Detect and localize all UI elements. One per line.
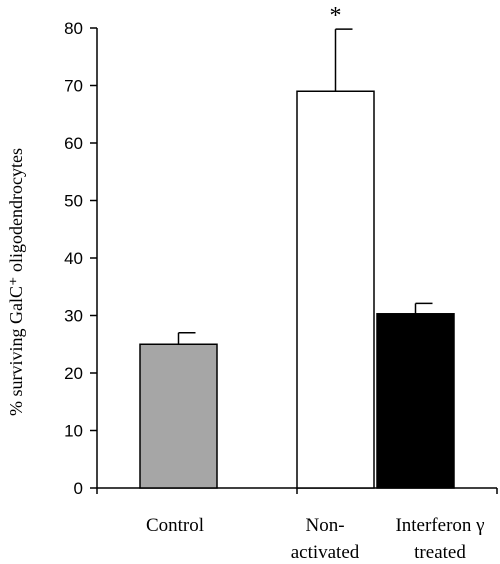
bar [139, 343, 218, 489]
annotations: * [330, 3, 342, 29]
bar [296, 90, 375, 489]
y-tick-label: 50 [64, 192, 83, 211]
category-label: Interferon γ [395, 515, 484, 536]
y-tick-label: 80 [64, 19, 83, 38]
significance-marker: * [330, 3, 342, 29]
category-label: Control [146, 515, 204, 536]
y-tick-label: 30 [64, 307, 83, 326]
error-bars [177, 28, 433, 345]
bars [139, 90, 455, 489]
y-tick-label: 70 [64, 77, 83, 96]
y-axis-label: % surviving GalC⁺ oligodendrocytes [6, 148, 26, 416]
category-label: activated [291, 542, 360, 563]
category-label: Non- [305, 515, 344, 536]
y-tick-label: 40 [64, 249, 83, 268]
bar [376, 313, 455, 489]
category-labels: Control Non-activated Interferon γ treated [146, 515, 485, 563]
y-tick-label: 60 [64, 134, 83, 153]
y-tick-label: 20 [64, 364, 83, 383]
y-tick-label: 0 [74, 479, 83, 498]
y-tick-label: 10 [64, 422, 83, 441]
category-label: treated [414, 542, 466, 563]
y-ticks: 0 10 20 30 40 50 60 70 80 [64, 19, 97, 498]
